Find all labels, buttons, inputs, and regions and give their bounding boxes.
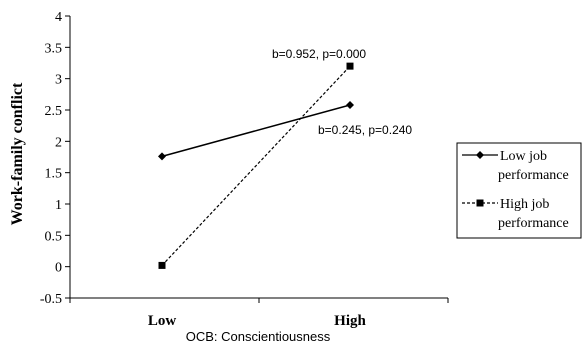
legend-label: performance bbox=[498, 168, 569, 183]
data-point-diamond bbox=[346, 100, 354, 109]
x-tick-label: High bbox=[334, 313, 366, 329]
legend-box bbox=[456, 142, 582, 239]
legend-label: High job bbox=[500, 197, 549, 212]
y-tick-label: 1.5 bbox=[45, 167, 63, 182]
series-line bbox=[161, 65, 351, 266]
y-axis-ticks: -0.5 0 0.5 1 1.5 2 2.5 3 3.5 4 bbox=[40, 10, 70, 307]
y-tick-label: 0.5 bbox=[45, 229, 63, 244]
x-tick-label: Low bbox=[148, 313, 177, 329]
legend-entry: Low job performance bbox=[462, 149, 569, 183]
data-point-diamond bbox=[158, 152, 166, 161]
legend-entry: High job performance bbox=[462, 197, 569, 231]
axes bbox=[69, 16, 448, 299]
y-tick-label: 2.5 bbox=[45, 104, 63, 119]
legend: Low job performance High job performance bbox=[456, 142, 582, 239]
data-point-square bbox=[158, 261, 166, 269]
y-tick-label: 1 bbox=[55, 198, 62, 213]
y-tick-label: 4 bbox=[55, 10, 62, 25]
annotations: b=0.245, p=0.240 b=0.952, p=0.000 bbox=[272, 47, 412, 137]
y-tick-label: 2 bbox=[55, 135, 62, 150]
data-point-square bbox=[346, 62, 354, 70]
legend-label: performance bbox=[498, 216, 569, 231]
legend-label: Low job bbox=[500, 149, 547, 164]
slope-annotation: b=0.952, p=0.000 bbox=[272, 47, 366, 61]
series-1 bbox=[158, 100, 354, 161]
y-tick-label: -0.5 bbox=[40, 292, 62, 307]
series-layer bbox=[158, 62, 354, 269]
y-axis-title: Work-family conflict bbox=[9, 82, 26, 225]
y-tick-label: 0 bbox=[55, 261, 62, 276]
legend-marker-square bbox=[476, 199, 484, 207]
y-tick-label: 3 bbox=[55, 73, 62, 88]
series-2 bbox=[158, 62, 354, 269]
x-axis-ticks: Low High bbox=[69, 298, 449, 329]
x-axis-title: OCB: Conscientiousness bbox=[186, 329, 331, 344]
y-tick-label: 3.5 bbox=[45, 41, 63, 56]
series-line bbox=[161, 104, 351, 158]
slope-annotation: b=0.245, p=0.240 bbox=[318, 123, 412, 137]
legend-marker-diamond bbox=[476, 151, 484, 159]
